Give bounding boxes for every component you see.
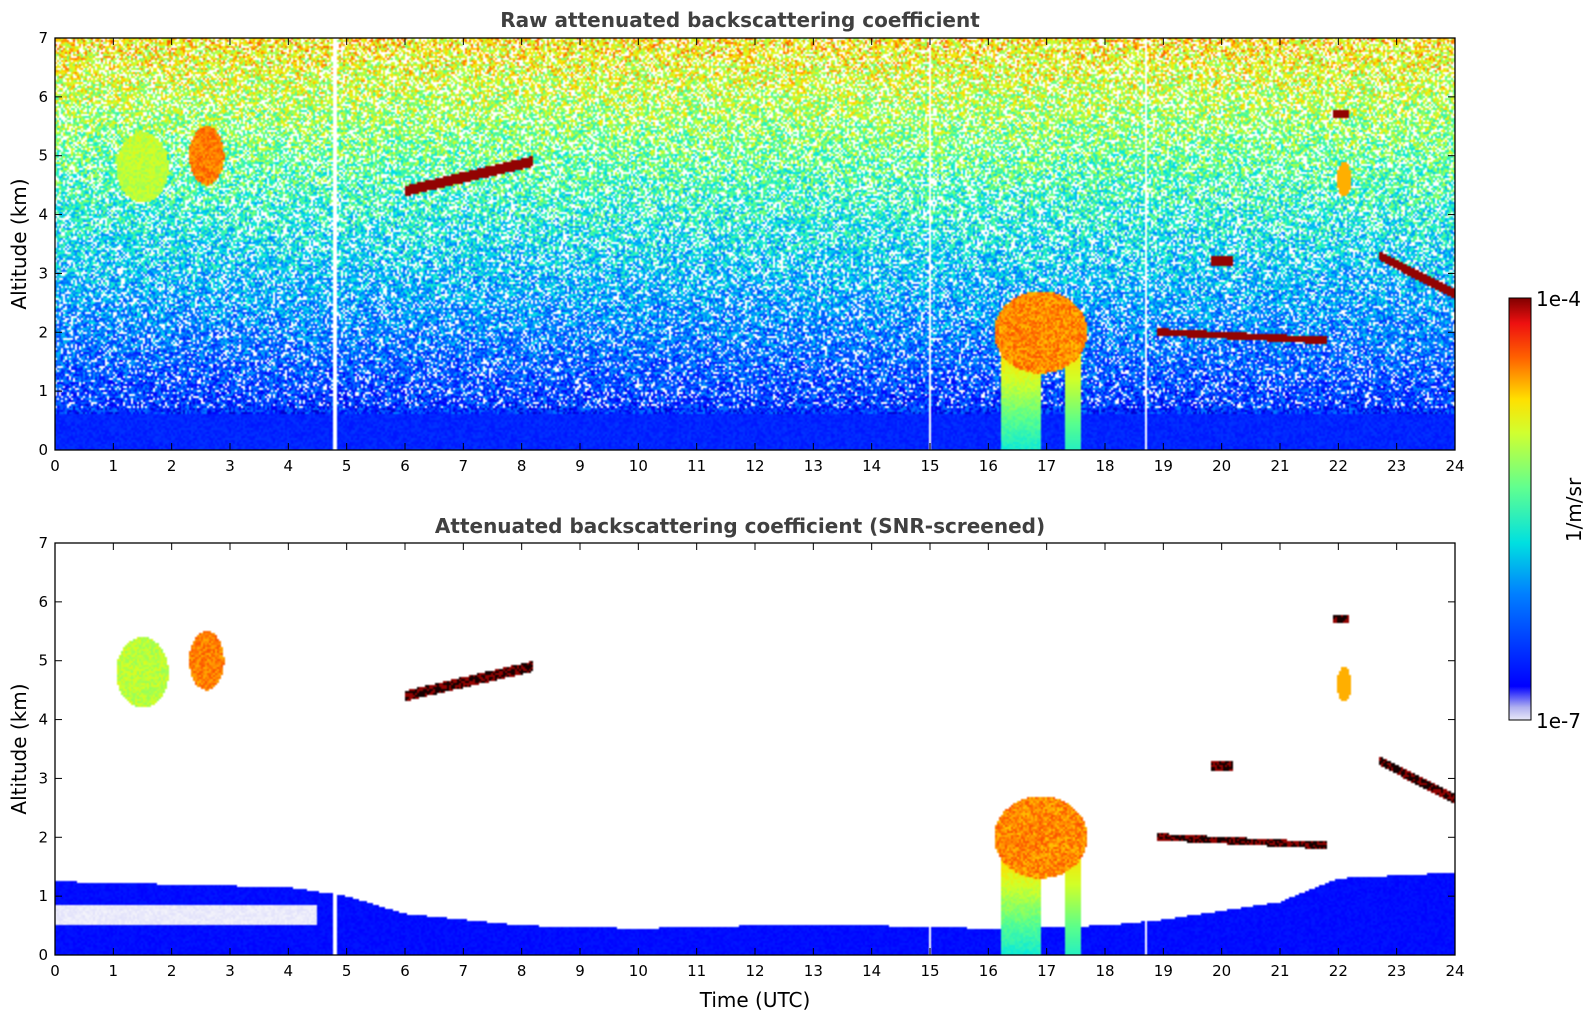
x-tick-label: 21	[1270, 962, 1289, 980]
top-panel: 0 1 2 3 4 5 6 7 8 9 10 11 12 13 14 15 16 17 18 19 20 21 22 23 24…	[38, 29, 1464, 475]
x-tick-label: 3	[225, 962, 235, 980]
colorbar-unit-label: 1/m/sr	[1562, 477, 1586, 542]
x-tick-label: 9	[575, 962, 585, 980]
x-tick-label: 7	[459, 457, 469, 475]
x-tick-label: 17	[1037, 457, 1056, 475]
x-tick-label: 5	[342, 962, 352, 980]
x-tick-label: 4	[284, 962, 294, 980]
y-tick-label: 4	[38, 206, 48, 224]
colorbar-gradient	[1508, 297, 1532, 721]
x-tick-label: 16	[979, 962, 998, 980]
x-tick-label: 24	[1445, 962, 1464, 980]
bottom-xlabel: Time (UTC)	[699, 988, 811, 1012]
x-tick-label: 18	[1095, 962, 1114, 980]
x-tick-label: 12	[745, 457, 764, 475]
x-tick-label: 0	[50, 962, 60, 980]
y-tick-label: 6	[38, 593, 48, 611]
x-tick-label: 15	[920, 457, 939, 475]
x-tick-label: 20	[1212, 962, 1231, 980]
x-tick-label: 0	[50, 457, 60, 475]
y-tick-label: 7	[38, 534, 48, 552]
x-tick-label: 20	[1212, 457, 1231, 475]
x-tick-label: 21	[1270, 457, 1289, 475]
x-tick-label: 12	[745, 962, 764, 980]
bottom-ylabel: Altitude (km)	[7, 683, 31, 814]
y-tick-label: 3	[38, 264, 48, 282]
x-tick-label: 14	[862, 962, 881, 980]
x-tick-label: 16	[979, 457, 998, 475]
y-tick-label: 5	[38, 652, 48, 670]
x-tick-label: 22	[1329, 457, 1348, 475]
x-tick-label: 9	[575, 457, 585, 475]
bottom-panel: 0 1 2 3 4 5 6 7 8 9 10 11 12 13 14 15 16 17 18 19 20 21 22 23 24…	[38, 534, 1464, 980]
x-tick-label: 10	[629, 962, 648, 980]
x-tick-label: 17	[1037, 962, 1056, 980]
x-tick-label: 3	[225, 457, 235, 475]
x-tick-label: 11	[687, 457, 706, 475]
x-tick-label: 6	[400, 962, 410, 980]
y-tick-label: 1	[38, 887, 48, 905]
top-ticks: 0 1 2 3 4 5 6 7 8 9 10 11 12 13 14 15 16 17 18 19 20 21 22 23 24…	[38, 29, 1464, 475]
x-tick-label: 5	[342, 457, 352, 475]
y-tick-label: 3	[38, 769, 48, 787]
x-tick-label: 19	[1154, 962, 1173, 980]
top-heatmap	[55, 38, 1455, 450]
colorbar-min-label: 1e-7	[1536, 709, 1581, 733]
top-ylabel: Altitude (km)	[7, 178, 31, 309]
x-tick-label: 1	[109, 962, 119, 980]
x-tick-label: 2	[167, 457, 177, 475]
x-tick-label: 11	[687, 962, 706, 980]
y-tick-label: 5	[38, 147, 48, 165]
x-tick-label: 22	[1329, 962, 1348, 980]
y-tick-label: 2	[38, 828, 48, 846]
bottom-panel-title: Attenuated backscattering coefficient (S…	[435, 514, 1045, 538]
y-tick-label: 2	[38, 323, 48, 341]
y-tick-label: 0	[38, 441, 48, 459]
x-tick-label: 8	[517, 457, 527, 475]
x-tick-label: 2	[167, 962, 177, 980]
top-panel-title: Raw attenuated backscattering coefficien…	[500, 8, 980, 32]
bottom-heatmap	[55, 543, 1455, 955]
x-tick-label: 4	[284, 457, 294, 475]
x-tick-label: 8	[517, 962, 527, 980]
x-tick-label: 18	[1095, 457, 1114, 475]
colorbar-max-label: 1e-4	[1536, 287, 1581, 311]
x-tick-label: 14	[862, 457, 881, 475]
x-tick-label: 19	[1154, 457, 1173, 475]
x-tick-label: 6	[400, 457, 410, 475]
x-tick-label: 10	[629, 457, 648, 475]
y-tick-label: 7	[38, 29, 48, 47]
x-tick-label: 23	[1387, 962, 1406, 980]
bottom-ticks: 0 1 2 3 4 5 6 7 8 9 10 11 12 13 14 15 16 17 18 19 20 21 22 23 24…	[38, 534, 1464, 980]
x-tick-label: 24	[1445, 457, 1464, 475]
y-tick-label: 0	[38, 946, 48, 964]
x-tick-label: 13	[804, 457, 823, 475]
x-tick-label: 7	[459, 962, 469, 980]
x-tick-label: 1	[109, 457, 119, 475]
x-tick-label: 13	[804, 962, 823, 980]
x-tick-label: 15	[920, 962, 939, 980]
colorbar: 1e-4 1e-7 1/m/sr	[1508, 287, 1586, 733]
x-tick-label: 23	[1387, 457, 1406, 475]
y-tick-label: 1	[38, 382, 48, 400]
y-tick-label: 4	[38, 711, 48, 729]
y-tick-label: 6	[38, 88, 48, 106]
